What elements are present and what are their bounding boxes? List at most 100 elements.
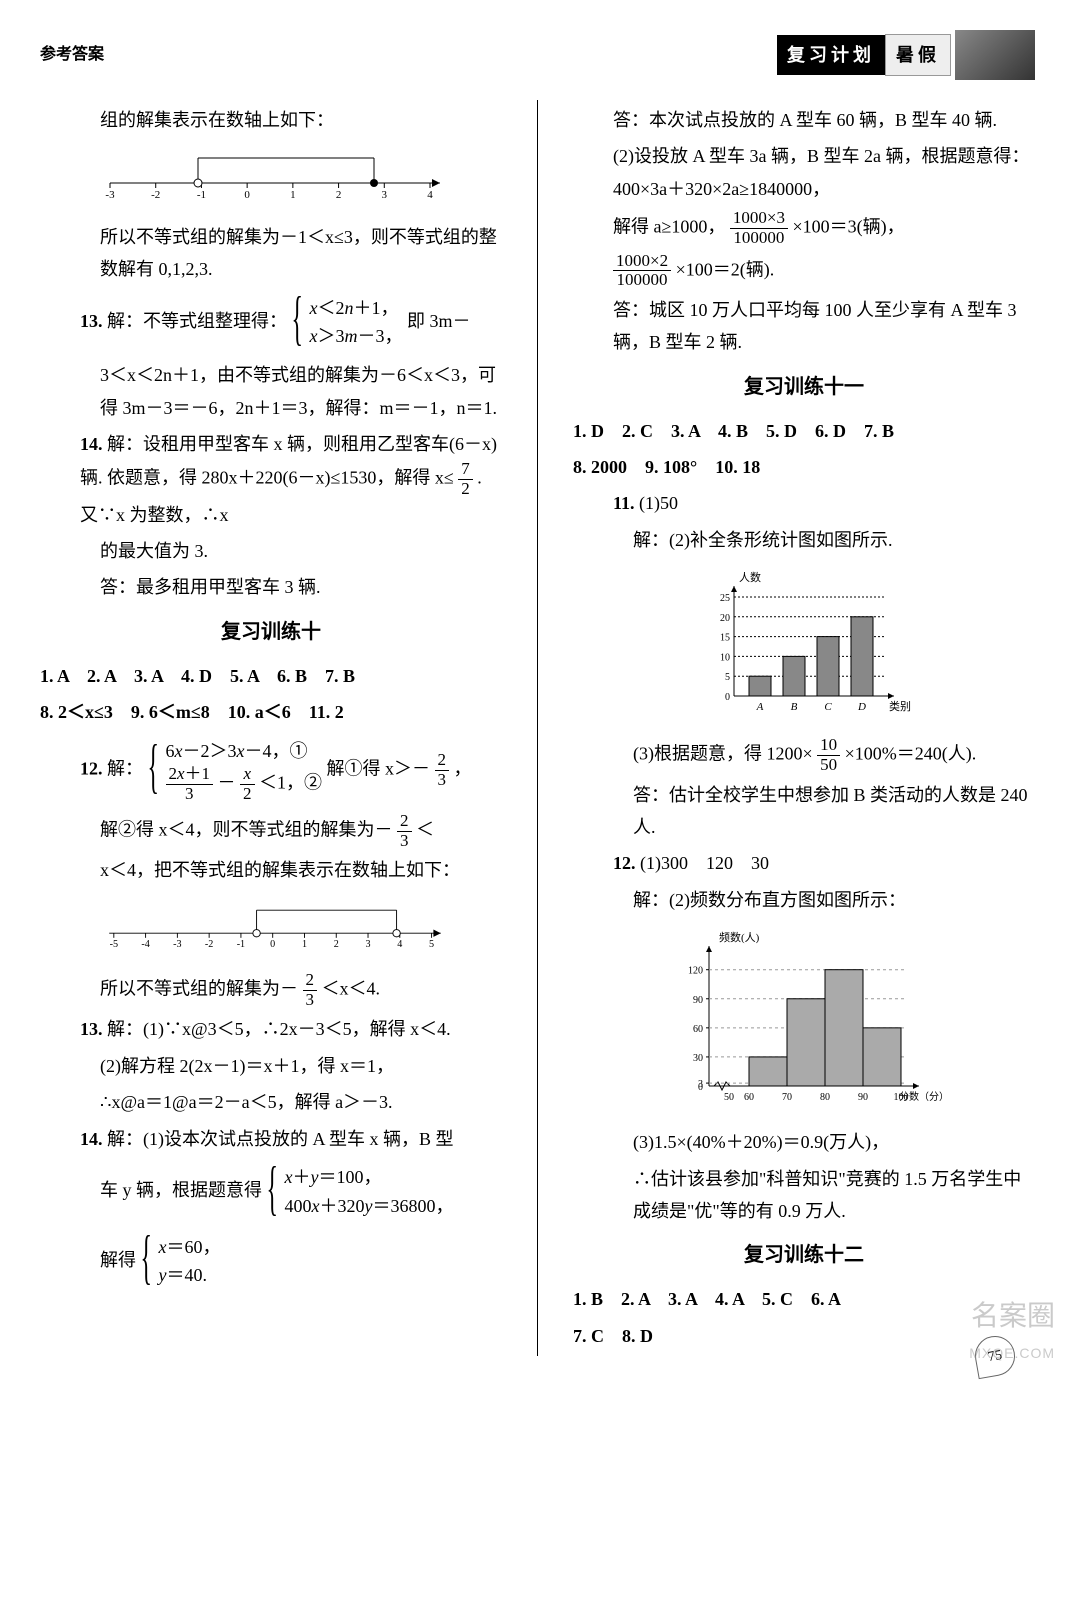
q-number: 13.	[80, 1019, 103, 1039]
q14b: 14. 解：(1)设本次试点投放的 A 型车 x 辆，B 型	[80, 1123, 502, 1155]
svg-text:分数（分）: 分数（分）	[899, 1090, 944, 1103]
text: 解：(2)补全条形统计图如图所示.	[633, 524, 1035, 556]
answer-row: 8. 2000 9. 108° 10. 18	[573, 451, 1035, 483]
left-column: 组的解集表示在数轴上如下： -3-2-101234 所以不等式组的解集为－1＜x…	[40, 100, 502, 1356]
text: ∴估计该县参加"科普知识"竞赛的 1.5 万名学生中成绩是"优"等的有 0.9 …	[633, 1163, 1035, 1228]
svg-text:5: 5	[429, 939, 434, 949]
page-header: 参考答案 复习计划 暑假	[40, 30, 1035, 80]
text: 解得 x＝60， y＝40.	[100, 1229, 502, 1295]
equation-system: x＜2n＋1， x＞3m－3，	[292, 294, 403, 352]
text: 解：	[107, 758, 143, 778]
svg-text:5: 5	[725, 672, 730, 683]
svg-text:3: 3	[365, 939, 370, 949]
text: 解：(1)设本次试点投放的 A 型车 x 辆，B 型	[107, 1129, 454, 1149]
right-column: 答：本次试点投放的 A 型车 60 辆，B 型车 40 辆. (2)设投放 A …	[573, 100, 1035, 1356]
text: x＜4，把不等式组的解集表示在数轴上如下：	[100, 854, 502, 886]
q13b: 13. 解：(1)∵x@3＜5，∴2x－3＜5，解得 x＜4.	[80, 1013, 502, 1045]
text: (3)根据题意，得 1200× 1050 ×100%＝240(人).	[633, 736, 1035, 774]
text: ，	[454, 758, 472, 778]
svg-text:-5: -5	[110, 939, 118, 949]
q-number: 12.	[613, 853, 636, 873]
answer-row: 8. 2＜x≤3 9. 6＜m≤8 10. a＜6 11. 2	[40, 696, 502, 728]
section-title-11: 复习训练十一	[573, 369, 1035, 405]
number-line-2: -5-4-3-2-1012345	[100, 899, 450, 949]
section-title-10: 复习训练十	[40, 614, 502, 650]
svg-text:A: A	[756, 701, 764, 713]
svg-text:-2: -2	[151, 189, 160, 198]
section-title-12: 复习训练十二	[573, 1237, 1035, 1273]
text: 解①得 x＞－	[327, 758, 431, 778]
badge-dark: 复习计划	[777, 35, 885, 75]
text: 解：设租用甲型客车 x 辆，则租用乙型客车(6－x)辆. 依题意，得 280x＋…	[80, 434, 497, 488]
header-left-label: 参考答案	[40, 41, 104, 70]
fraction: 7 2	[458, 460, 473, 498]
svg-text:4: 4	[397, 939, 402, 949]
text: (2)解方程 2(2x－1)＝x＋1，得 x＝1，	[100, 1050, 502, 1082]
watermark: 名案圈 MXQE.COM	[969, 1291, 1055, 1367]
svg-text:人数: 人数	[739, 571, 761, 584]
text: 答：本次试点投放的 A 型车 60 辆，B 型车 40 辆.	[613, 104, 1035, 136]
text: 解：不等式组整理得：	[107, 310, 287, 330]
text: 答：最多租用甲型客车 3 辆.	[100, 571, 502, 603]
text: 答：估计全校学生中想参加 B 类活动的人数是 240 人.	[633, 779, 1035, 844]
svg-text:C: C	[824, 701, 832, 713]
svg-text:B: B	[791, 701, 798, 713]
fraction: 2 3	[435, 751, 450, 789]
svg-text:类别: 类别	[889, 699, 911, 713]
text: 答：城区 10 万人口平均每 100 人至少享有 A 型车 3 辆，B 型车 2…	[613, 294, 1035, 359]
svg-text:1: 1	[302, 939, 307, 949]
svg-text:0: 0	[270, 939, 275, 949]
text: 解：(2)频数分布直方图如图所示：	[633, 884, 1035, 916]
text: 解：(1)∵x@3＜5，∴2x－3＜5，解得 x＜4.	[107, 1019, 451, 1039]
q-number: 12.	[80, 758, 103, 778]
svg-text:60: 60	[744, 1092, 754, 1103]
q12r: 12. (1)300 120 30	[613, 847, 1035, 879]
answer-row: 7. C 8. D	[573, 1320, 1035, 1352]
q-number: 14.	[80, 1129, 103, 1149]
badge-light: 暑假	[885, 34, 951, 76]
svg-text:20: 20	[720, 613, 730, 624]
svg-text:2: 2	[336, 189, 342, 198]
svg-text:-4: -4	[141, 939, 149, 949]
text: 车 y 辆，根据题意得 x＋y＝100， 400x＋320y＝36800，	[100, 1159, 502, 1225]
svg-text:0: 0	[244, 189, 250, 198]
svg-text:1: 1	[290, 189, 296, 198]
answer-row: 1. D 2. C 3. A 4. B 5. D 6. D 7. B	[573, 415, 1035, 447]
equation-system: 6x－2＞3x－4，① 2x＋13 － x2 ＜1，②	[148, 737, 323, 804]
svg-text:0: 0	[725, 692, 730, 703]
text: ∴x@a＝1@a＝2－a＜5，解得 a＞－3.	[100, 1086, 502, 1118]
text: (1)50	[639, 493, 678, 513]
answer-row: 1. A 2. A 3. A 4. D 5. A 6. B 7. B	[40, 660, 502, 692]
q-number: 13.	[80, 310, 103, 330]
svg-text:-2: -2	[205, 939, 213, 949]
svg-text:90: 90	[693, 995, 703, 1006]
svg-text:80: 80	[820, 1092, 830, 1103]
content-columns: 组的解集表示在数轴上如下： -3-2-101234 所以不等式组的解集为－1＜x…	[40, 100, 1035, 1356]
q-number: 11.	[613, 493, 635, 513]
watermark-main: 名案圈	[971, 1300, 1055, 1331]
bar-chart-2: 330609012005060708090100频数(人)分数（分）	[664, 926, 944, 1116]
svg-text:频数(人): 频数(人)	[719, 930, 760, 944]
svg-text:60: 60	[693, 1024, 703, 1035]
text: 解②得 x＜4，则不等式组的解集为－ 23 ＜	[100, 812, 502, 850]
svg-text:25: 25	[720, 593, 730, 604]
column-divider	[537, 100, 538, 1356]
svg-text:0: 0	[698, 1082, 703, 1093]
svg-text:-1: -1	[237, 939, 245, 949]
text: 1000×2100000 ×100＝2(辆).	[613, 252, 1035, 290]
text: 组的解集表示在数轴上如下：	[100, 104, 502, 136]
svg-text:2: 2	[334, 939, 339, 949]
q-number: 14.	[80, 434, 103, 454]
q12: 12. 解： 6x－2＞3x－4，① 2x＋13 － x2 ＜1，② 解①得 x…	[80, 733, 502, 808]
svg-text:15: 15	[720, 633, 730, 644]
svg-text:70: 70	[782, 1092, 792, 1103]
text: 解得 a≥1000， 1000×3100000 ×100＝3(辆)，	[613, 209, 1035, 247]
header-right: 复习计划 暑假	[777, 30, 1035, 80]
svg-text:D: D	[857, 701, 866, 713]
svg-text:4: 4	[427, 189, 433, 198]
svg-text:-3: -3	[105, 189, 115, 198]
svg-text:30: 30	[693, 1053, 703, 1064]
svg-text:3: 3	[382, 189, 388, 198]
text: 所以不等式组的解集为－ 23 ＜x＜4.	[100, 971, 502, 1009]
q14: 14. 解：设租用甲型客车 x 辆，则租用乙型客车(6－x)辆. 依题意，得 2…	[80, 428, 502, 531]
